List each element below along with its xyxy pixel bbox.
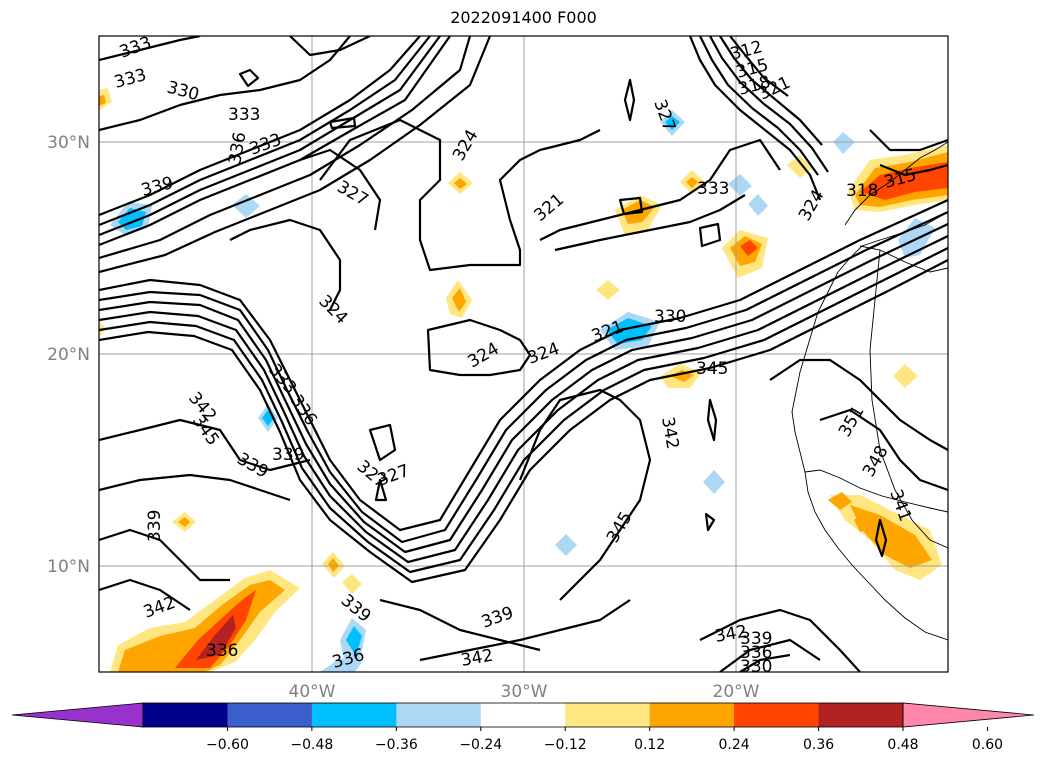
lon-label: 30°W xyxy=(501,682,548,702)
colorbar-segment xyxy=(734,703,820,727)
lat-label: 30°N xyxy=(47,133,90,153)
map-title: 2022091400 F000 xyxy=(450,8,597,27)
lon-label: 40°W xyxy=(289,682,336,702)
colorbar-segment xyxy=(565,703,651,727)
contour-label: 339 xyxy=(740,629,772,649)
colorbar-tick-label: 0.12 xyxy=(634,737,665,753)
colorbar-segment xyxy=(227,703,313,727)
contour-label: 333 xyxy=(697,179,729,199)
colorbar-tick-label: −0.24 xyxy=(459,737,502,753)
colorbar-tick-label: −0.12 xyxy=(544,737,587,753)
contour-label: 333 xyxy=(228,105,260,125)
colorbar-segment xyxy=(649,703,735,727)
colorbar-tick-label: 0.60 xyxy=(972,737,1003,753)
lat-label: 10°N xyxy=(47,557,90,577)
contour-label: 336 xyxy=(740,643,772,663)
colorbar-segment xyxy=(396,703,482,727)
contour-label: 330 xyxy=(740,657,772,677)
contour-label: 339 xyxy=(145,510,165,542)
contour-label: 345 xyxy=(696,359,728,379)
contour-label: 336 xyxy=(206,641,238,661)
colorbar-tick-label: 0.36 xyxy=(803,737,834,753)
contour-label: 318 xyxy=(846,181,878,201)
contour-label: 330 xyxy=(654,307,686,327)
colorbar-extend-high xyxy=(902,702,1035,728)
colorbar-segment xyxy=(143,703,228,727)
colorbar-segment xyxy=(480,703,566,727)
colorbar: −0.60 −0.48 −0.36 −0.24 −0.12 0.12 0.24 0.36 0.4… xyxy=(11,702,1035,753)
colorbar-tick-label: −0.36 xyxy=(375,737,418,753)
colorbar-tick-label: 0.48 xyxy=(887,737,918,753)
map-frame xyxy=(98,35,949,673)
gridlines xyxy=(99,36,948,672)
contour-lines xyxy=(99,36,948,672)
lat-label: 20°N xyxy=(47,345,90,365)
colorbar-segment xyxy=(818,703,904,727)
colorbar-segment xyxy=(311,703,397,727)
contour-label: 339 xyxy=(272,445,304,465)
lon-label: 20°W xyxy=(713,682,760,702)
coastline xyxy=(791,141,948,641)
colorbar-tick-label: −0.48 xyxy=(290,737,333,753)
map-plot-area: 333 333 330 333 336 333 339 327 324 327 … xyxy=(99,36,948,677)
colorbar-extend-low xyxy=(11,702,144,728)
colorbar-frame xyxy=(142,702,904,728)
colorbar-tick-label: 0.24 xyxy=(719,737,750,753)
colorbar-tick-label: −0.60 xyxy=(206,737,249,753)
shaded-anomalies xyxy=(99,88,948,672)
